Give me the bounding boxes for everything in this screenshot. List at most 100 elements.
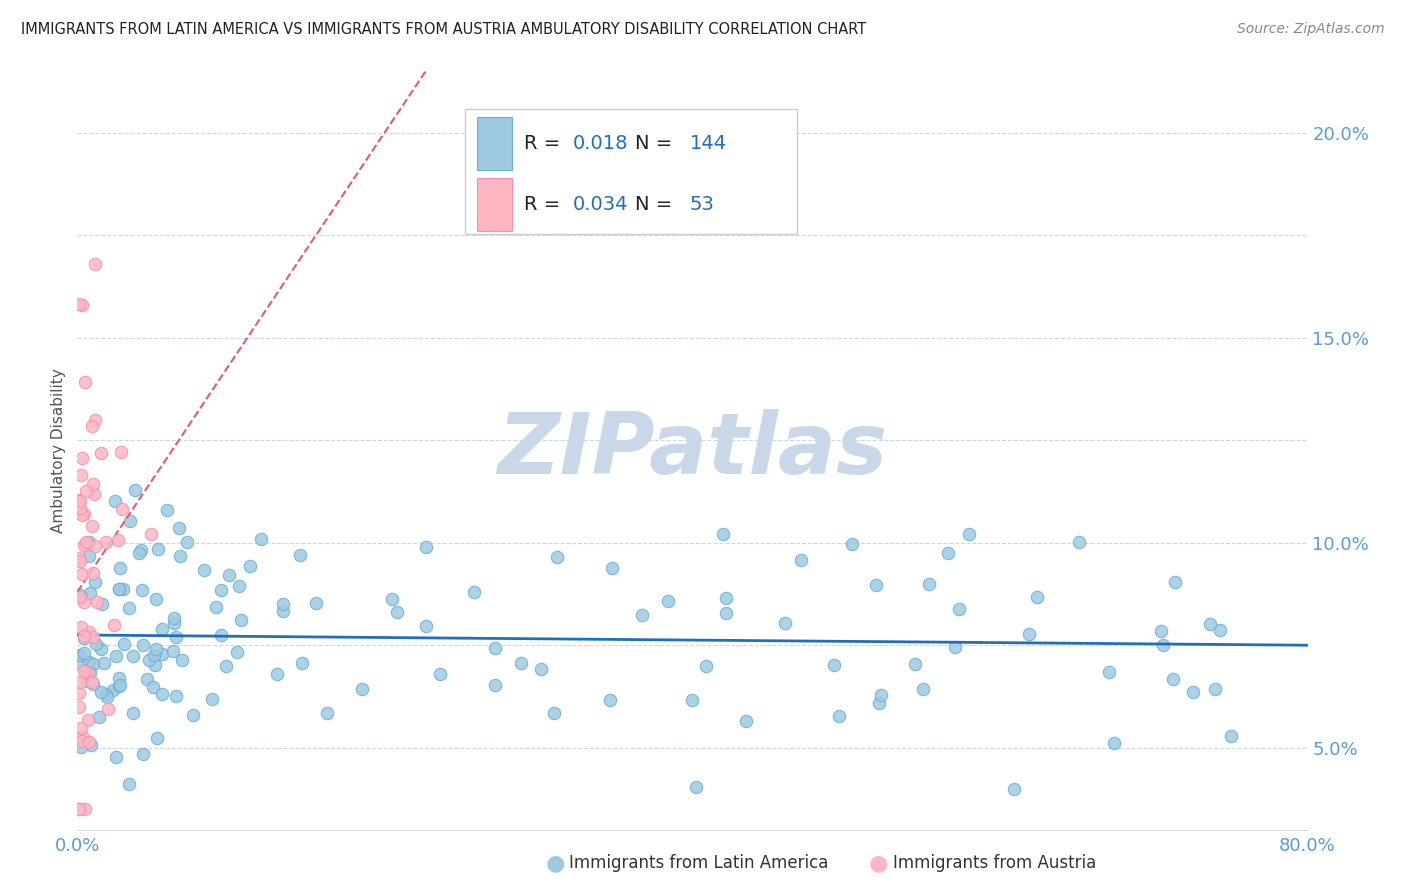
Point [79, 586, 101, 600]
Point [773, 616, 796, 631]
Point [70, 620, 93, 634]
Text: N =: N = [634, 134, 678, 153]
Point [315, 706, 337, 720]
Point [128, 546, 150, 560]
Point [865, 578, 887, 592]
Point [131, 638, 153, 652]
Point [107, 582, 129, 596]
Point [90, 642, 112, 657]
Point [176, 534, 198, 549]
Point [82, 677, 104, 691]
Point [904, 657, 927, 671]
Point [1209, 624, 1232, 638]
Point [108, 582, 131, 596]
Point [1150, 624, 1173, 639]
Text: R =: R = [524, 134, 567, 153]
Point [193, 563, 215, 577]
Point [841, 537, 863, 551]
Point [84, 637, 107, 651]
Point [94, 535, 117, 549]
Point [80, 674, 103, 689]
Point [118, 514, 141, 528]
Point [80, 738, 103, 752]
Point [101, 683, 124, 698]
Text: ●: ● [546, 854, 565, 873]
Point [381, 592, 404, 607]
Point [72, 538, 94, 552]
Point [118, 600, 141, 615]
Point [543, 706, 565, 721]
Point [957, 526, 980, 541]
Point [142, 680, 165, 694]
Point [105, 750, 128, 764]
Point [1026, 590, 1049, 604]
Text: R =: R = [524, 194, 567, 213]
Point [83, 487, 105, 501]
Point [201, 692, 224, 706]
Text: ●: ● [869, 854, 889, 873]
Point [271, 597, 294, 611]
Text: Source: ZipAtlas.com: Source: ZipAtlas.com [1237, 22, 1385, 37]
Point [75, 483, 97, 498]
Bar [477, 178, 512, 231]
Point [1199, 616, 1222, 631]
Point [69, 657, 91, 672]
Point [108, 671, 131, 685]
Point [118, 777, 141, 791]
Point [143, 657, 166, 672]
Point [135, 672, 157, 686]
Point [226, 644, 249, 658]
Point [86, 595, 108, 609]
Point [72, 734, 94, 748]
Point [183, 708, 205, 723]
Point [72, 566, 94, 581]
Point [72, 594, 94, 608]
Point [131, 582, 153, 597]
Point [139, 527, 162, 541]
Point [97, 702, 120, 716]
Point [108, 679, 131, 693]
Point [546, 549, 568, 564]
Point [69, 648, 91, 662]
Point [108, 561, 131, 575]
Point [266, 667, 288, 681]
FancyBboxPatch shape [465, 110, 797, 235]
Point [105, 649, 128, 664]
Point [631, 608, 654, 623]
Point [156, 503, 179, 517]
Text: Immigrants from Austria: Immigrants from Austria [893, 855, 1097, 872]
Point [484, 678, 506, 692]
Point [69, 554, 91, 568]
Point [162, 616, 184, 631]
Point [215, 658, 238, 673]
Text: 144: 144 [690, 134, 727, 153]
Point [1069, 535, 1091, 549]
Point [110, 445, 132, 459]
Point [695, 658, 717, 673]
Point [82, 657, 104, 671]
Point [714, 591, 737, 605]
Point [828, 709, 851, 723]
Point [107, 533, 129, 548]
Point [711, 527, 734, 541]
Point [145, 641, 167, 656]
Point [530, 662, 553, 676]
Point [89, 710, 111, 724]
Point [75, 667, 97, 681]
Point [209, 583, 232, 598]
Point [69, 739, 91, 754]
Point [714, 606, 737, 620]
Point [75, 802, 97, 816]
Point [77, 549, 100, 564]
Point [1098, 665, 1121, 680]
Point [72, 646, 94, 660]
Point [948, 601, 970, 615]
Point [229, 613, 252, 627]
Point [143, 648, 166, 662]
Text: ZIPatlas: ZIPatlas [498, 409, 887, 492]
Point [77, 625, 100, 640]
Point [69, 590, 91, 604]
Point [165, 630, 187, 644]
Point [90, 446, 112, 460]
Point [146, 542, 169, 557]
